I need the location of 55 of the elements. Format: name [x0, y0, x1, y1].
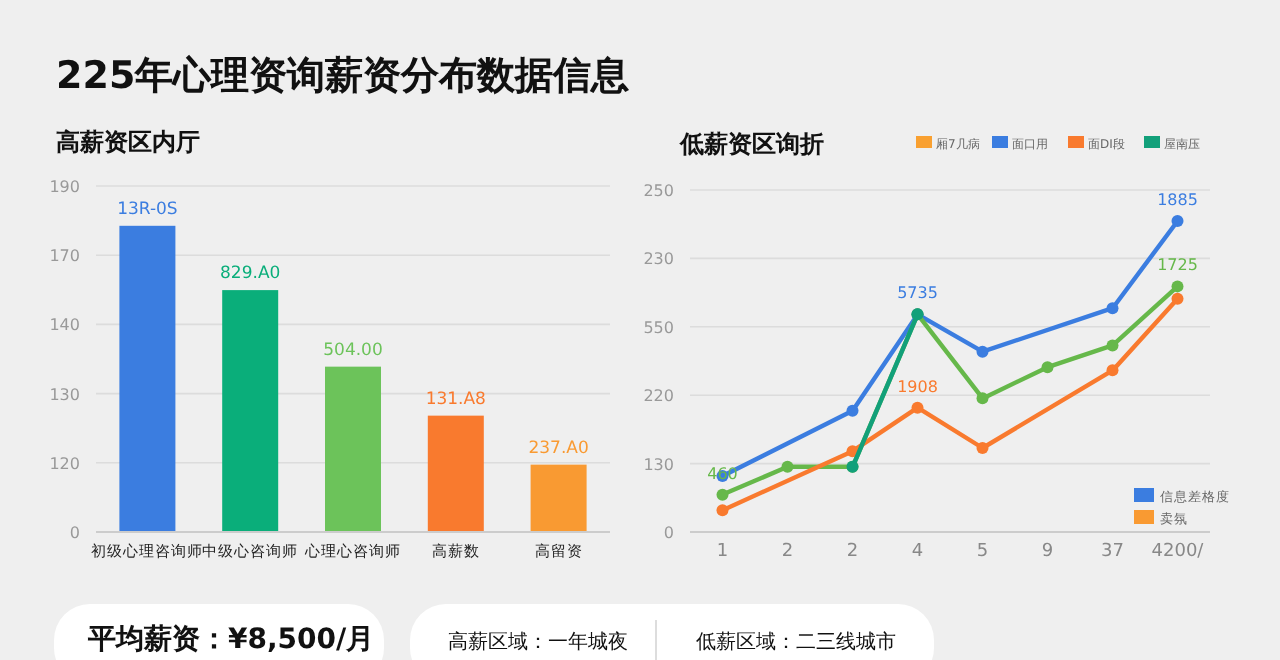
annotation: 1908 [897, 377, 938, 396]
point [911, 401, 924, 414]
bar [530, 464, 587, 532]
text: 170 [49, 247, 80, 266]
text: 0 [69, 524, 80, 542]
text: 130 [49, 385, 80, 404]
bar [427, 415, 484, 532]
x-tick-label: 4 [911, 542, 924, 562]
text: 140 [49, 316, 80, 335]
text: 高薪区域：一年城夜 [448, 630, 628, 654]
text: 220 [643, 387, 674, 406]
point [781, 460, 794, 473]
text: 250 [643, 182, 674, 200]
point [716, 488, 729, 501]
point [1106, 339, 1119, 352]
annotation: 504.00 [323, 340, 383, 361]
chart-title: 低薪资区询折 [678, 130, 824, 158]
x-tick-label: 5 [976, 542, 989, 562]
x-tick-label: 9 [1041, 542, 1054, 562]
x-tick-label: 2 [781, 542, 794, 562]
annotation: 829.A0 [220, 264, 281, 285]
text: 120 [49, 454, 80, 473]
point [1106, 302, 1119, 315]
text: 190 [49, 178, 80, 196]
annotation: 5735 [897, 284, 938, 303]
annotation: 131.A8 [425, 389, 486, 410]
bar [119, 225, 176, 532]
chart-title: 高薪资区内厅 [56, 128, 200, 156]
bar [222, 290, 279, 532]
text: 225年心理资询薪资分布数据信息 [56, 54, 630, 98]
point [1106, 364, 1119, 377]
text: 低薪区域：二三线城市 [696, 630, 896, 654]
point [1171, 292, 1184, 305]
x-tick-label: 2 [846, 542, 859, 562]
text: 230 [643, 250, 674, 269]
point [976, 442, 989, 455]
annotation: 13R-0S [117, 199, 178, 220]
point [1171, 215, 1184, 228]
x-tick-label: 4200/ [1151, 542, 1206, 562]
point [716, 504, 729, 517]
point [976, 392, 989, 405]
annotation: 237.A0 [528, 438, 589, 459]
point [1171, 280, 1184, 293]
point [1041, 361, 1054, 374]
text: 0 [663, 524, 674, 542]
x-tick-label: 1 [716, 542, 729, 562]
x-tick-label: 37 [1101, 542, 1124, 562]
annotation: 1885 [1157, 191, 1198, 210]
text: 平均薪资：¥8,500/月 [86, 624, 375, 656]
annotation: 1725 [1157, 256, 1198, 275]
point [976, 345, 989, 358]
text: 130 [643, 455, 674, 474]
point [846, 404, 859, 417]
text: 550 [643, 318, 674, 337]
bar [325, 366, 381, 532]
